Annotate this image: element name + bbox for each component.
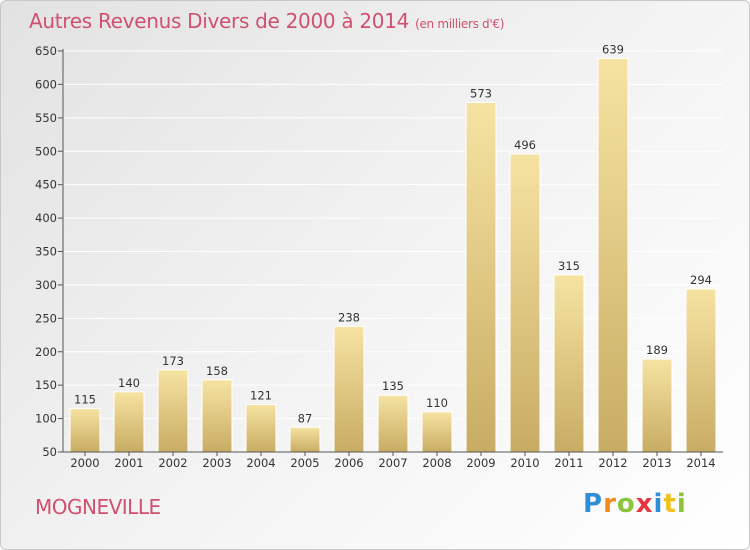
bar-2014: [685, 288, 717, 453]
x-tick-label-2004: 2004: [246, 456, 275, 470]
value-label-2014: 294: [690, 273, 712, 287]
y-tick-label: 250: [35, 311, 57, 325]
x-tick-label-2005: 2005: [290, 456, 319, 470]
x-tick-label-2012: 2012: [598, 456, 627, 470]
value-label-2002: 173: [162, 354, 184, 368]
y-tick-label: 450: [35, 178, 57, 192]
bar-2000: [69, 408, 101, 453]
y-tick-label: 200: [35, 345, 57, 359]
x-tick-label-2009: 2009: [466, 456, 495, 470]
chart-title: Autres Revenus Divers de 2000 à 2014 (en …: [29, 9, 504, 33]
y-tick-label: 550: [35, 111, 57, 125]
logo-letter: o: [616, 489, 636, 519]
bar-2007: [377, 394, 409, 453]
logo-letter: t: [663, 489, 677, 519]
value-label-2005: 87: [298, 411, 313, 425]
logo-letter: i: [676, 489, 687, 519]
bar-2011: [553, 274, 585, 453]
x-tick-label-2002: 2002: [158, 456, 187, 470]
y-tick-labels: 50 100 150 200 250 300 350 400 450 500 550 600 650: [35, 44, 57, 459]
bar-2003: [201, 379, 233, 453]
y-tick-label: 100: [35, 412, 57, 426]
value-label-2001: 140: [118, 376, 140, 390]
value-label-2012: 639: [602, 42, 624, 56]
value-labels: 115 140 173 158 121 87 238 135 110 573 496 315 639 18…: [74, 42, 712, 425]
bar-2012: [597, 57, 629, 453]
value-label-2006: 238: [338, 310, 360, 324]
x-tick-label-2001: 2001: [114, 456, 143, 470]
x-tick-label-2007: 2007: [378, 456, 407, 470]
value-label-2009: 573: [470, 86, 492, 100]
x-tick-label-2014: 2014: [686, 456, 715, 470]
x-tick-label-2003: 2003: [202, 456, 231, 470]
y-tick-label: 650: [35, 44, 57, 58]
y-tick-label: 150: [35, 378, 57, 392]
bar-2008: [421, 411, 453, 453]
value-label-2003: 158: [206, 364, 228, 378]
logo-letter: P: [583, 489, 604, 519]
bars: [69, 57, 717, 453]
bar-2005: [289, 426, 321, 453]
x-tick-label-2008: 2008: [422, 456, 451, 470]
chart-subtitle: (en milliers d'€): [415, 17, 505, 31]
bar-2002: [157, 369, 189, 453]
value-label-2008: 110: [426, 396, 448, 410]
x-tick-label-2013: 2013: [642, 456, 671, 470]
logo-letter: i: [653, 489, 664, 519]
bar-2010: [509, 153, 541, 453]
y-tick-label: 400: [35, 211, 57, 225]
proxiti-logo: Proxiti: [583, 489, 687, 519]
chart-title-text: Autres Revenus Divers de 2000 à 2014: [29, 9, 410, 33]
y-tick-label: 600: [35, 77, 57, 91]
bar-2013: [641, 358, 673, 453]
x-tick-label-2006: 2006: [334, 456, 363, 470]
y-tick-label: 300: [35, 278, 57, 292]
value-label-2010: 496: [514, 138, 536, 152]
bar-2001: [113, 391, 145, 453]
value-label-2013: 189: [646, 343, 668, 357]
axes: [62, 49, 723, 456]
x-tick-label-2011: 2011: [554, 456, 583, 470]
x-tick-label-2000: 2000: [70, 456, 99, 470]
value-label-2004: 121: [250, 389, 272, 403]
bar-2009: [465, 101, 497, 453]
y-tick-label: 50: [42, 445, 57, 459]
x-tick-label-2010: 2010: [510, 456, 539, 470]
commune-name: MOGNEVILLE: [35, 495, 161, 519]
logo-letter: r: [603, 489, 617, 519]
value-label-2011: 315: [558, 259, 580, 273]
value-label-2007: 135: [382, 379, 404, 393]
bar-2006: [333, 325, 365, 453]
x-tick-labels: 2000 2001 2002 2003 2004 2005 2006 2007 2008 2009…: [70, 456, 715, 470]
value-label-2000: 115: [74, 393, 96, 407]
logo-letter: x: [635, 489, 654, 519]
bar-2004: [245, 404, 277, 453]
y-tick-label: 350: [35, 245, 57, 259]
y-tick-label: 500: [35, 144, 57, 158]
